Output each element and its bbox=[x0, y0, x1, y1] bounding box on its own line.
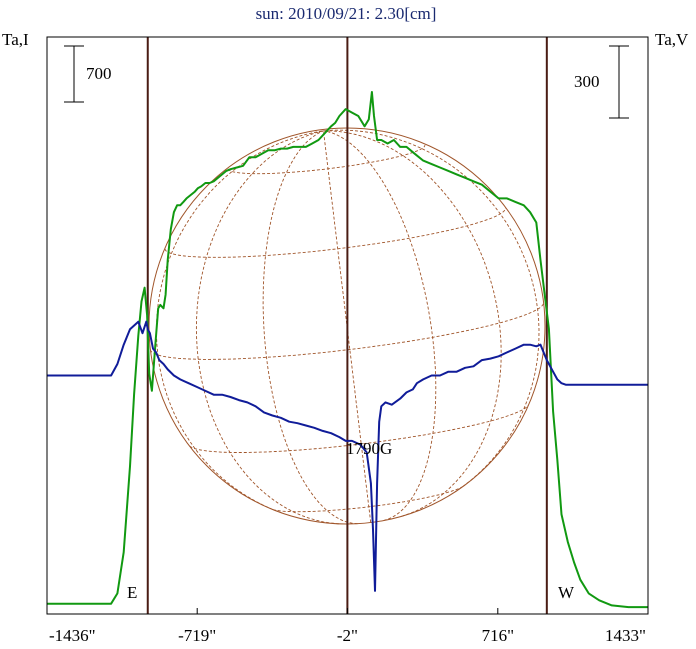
east-label: E bbox=[127, 583, 137, 602]
x-tick-label: -719" bbox=[178, 626, 216, 645]
chart-title: sun: 2010/09/21: 2.30[cm] bbox=[256, 4, 437, 23]
limb-markers bbox=[146, 37, 548, 614]
annotation-1790g: 1790G bbox=[346, 439, 392, 458]
disk-grid-parallel bbox=[164, 207, 506, 258]
right-axis-label: Ta,V bbox=[655, 30, 689, 49]
disk-grid-meridian bbox=[323, 130, 437, 521]
disk-grid-parallel bbox=[149, 302, 545, 360]
disk-grid-meridian bbox=[323, 129, 540, 493]
x-tick-label: 1433" bbox=[605, 626, 646, 645]
disk-grid-meridian bbox=[195, 130, 340, 525]
scale-label-left: 700 bbox=[86, 64, 112, 83]
x-axis: -1436" -719" -2" 716" 1433" bbox=[46, 608, 649, 645]
x-tick-label: 716" bbox=[482, 626, 514, 645]
x-tick-label: -2" bbox=[337, 626, 358, 645]
x-tick-label: -1436" bbox=[49, 626, 96, 645]
series-I-line bbox=[47, 91, 648, 609]
disk-grid-meridian bbox=[323, 130, 502, 517]
disk-grid-parallel bbox=[189, 405, 529, 453]
scale-bar-right bbox=[609, 45, 629, 119]
scale-label-right: 300 bbox=[574, 72, 600, 91]
series-V-line bbox=[47, 320, 648, 592]
west-label: W bbox=[558, 583, 575, 602]
disk-grid-meridian bbox=[323, 130, 372, 523]
disk-grid-meridian bbox=[262, 130, 358, 525]
series-layer bbox=[47, 91, 648, 609]
disk-grid-parallel bbox=[272, 486, 463, 513]
scale-bar-left bbox=[64, 45, 84, 103]
left-axis-label: Ta,I bbox=[2, 30, 29, 49]
